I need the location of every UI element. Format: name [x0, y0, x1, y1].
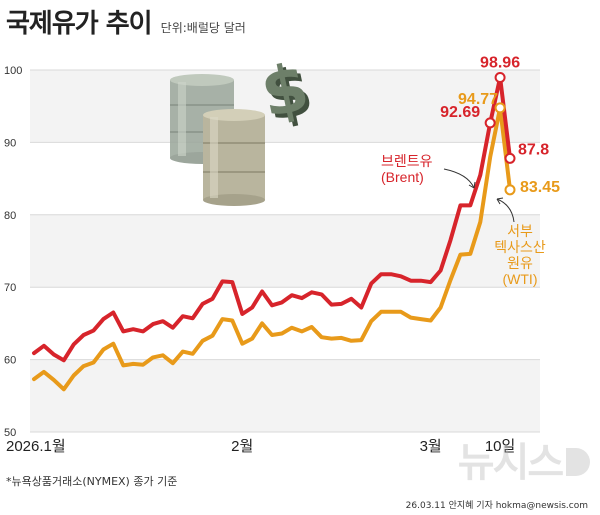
data-label: 92.69: [440, 104, 480, 121]
grid-band: [30, 214, 540, 288]
y-tick-labels: 50 60 70 80 90 100: [4, 65, 22, 439]
title-row: 국제유가 추이 단위:배럴당 달러: [6, 3, 246, 39]
x-tick-labels: 2026.1월 2월 3월 10일: [6, 438, 515, 455]
data-labels: 92.69 98.96 87.8 94.77 83.45: [440, 55, 560, 196]
wti-series-name: 서부 텍사스산 원유 (WTI): [494, 223, 546, 287]
y-tick-label: 80: [4, 210, 16, 222]
grid-band: [30, 70, 540, 143]
unit-label: 단위:배럴당 달러: [160, 21, 246, 35]
brent-series-name: 브렌트유 (Brent): [381, 153, 433, 185]
data-label: 98.96: [480, 55, 520, 72]
brent-point-marker: [484, 117, 496, 129]
chart-title: 국제유가 추이: [6, 9, 153, 39]
data-label: 83.45: [520, 179, 560, 196]
x-tick-label: 2026.1월: [6, 438, 66, 455]
brent-legend-label: 브렌트유 (Brent): [381, 153, 476, 189]
wti-series: [32, 105, 512, 392]
x-tick-label: 10일: [485, 438, 516, 455]
wti-point-marker: [504, 184, 516, 196]
wti-legend-label: 서부 텍사스산 원유 (WTI): [494, 197, 546, 287]
newsis-watermark: 뉴시스: [458, 440, 590, 486]
y-tick-label: 50: [4, 427, 16, 439]
footnote: *뉴욕상품거래소(NYMEX) 종가 기준: [6, 475, 178, 488]
oil-barrels-illustration: [170, 74, 265, 206]
brent-point-marker: [494, 72, 506, 84]
data-label: 94.77: [458, 91, 498, 108]
brent-line: [32, 75, 512, 363]
credit: 26.03.11 안지혜 기자 hokma@newsis.com: [405, 501, 588, 511]
grid-band: [30, 359, 540, 432]
wti-line: [32, 105, 512, 392]
y-tick-label: 60: [4, 355, 16, 367]
y-tick-label: 100: [4, 65, 22, 77]
svg-text:뉴시스: 뉴시스: [458, 440, 564, 486]
y-tick-label: 70: [4, 282, 16, 294]
brent-series: [32, 75, 512, 363]
x-tick-label: 2월: [231, 438, 253, 455]
brent-point-marker: [504, 152, 516, 164]
y-tick-label: 90: [4, 137, 16, 149]
data-label: 87.8: [518, 141, 549, 158]
x-tick-label: 3월: [420, 438, 442, 455]
wti-point-marker: [494, 102, 506, 114]
y-grid: [30, 69, 540, 433]
